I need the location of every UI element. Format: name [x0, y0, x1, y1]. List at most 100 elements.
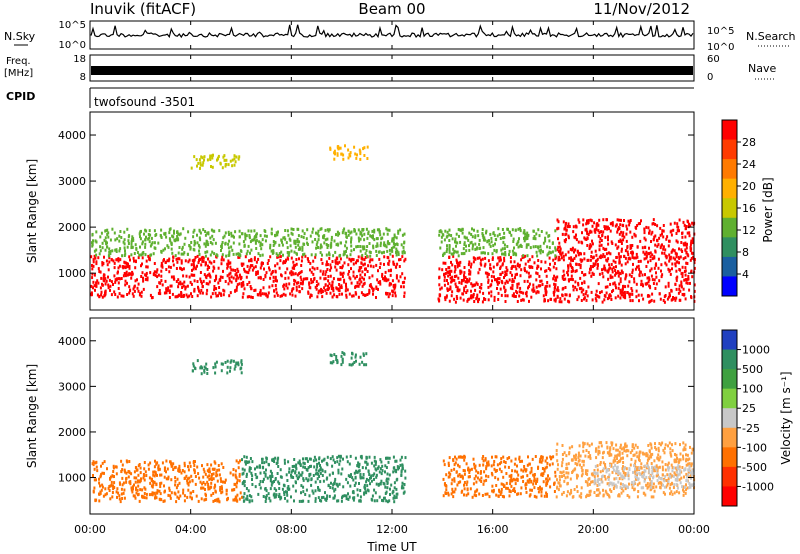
power-cell — [681, 231, 684, 235]
power-cell — [329, 263, 332, 267]
power-cell — [513, 260, 516, 264]
power-cell — [484, 251, 486, 255]
velocity-cell — [299, 473, 302, 477]
velocity-cell — [111, 495, 114, 499]
power-cell — [470, 262, 473, 266]
power-cell — [375, 249, 378, 253]
power-cell — [567, 222, 570, 226]
power-cell — [364, 273, 366, 277]
power-cell — [316, 295, 319, 299]
power-cell — [289, 238, 292, 242]
power-cell — [337, 277, 340, 281]
power-cell — [603, 264, 606, 268]
power-cell — [196, 241, 199, 245]
power-cell — [659, 226, 662, 230]
power-cell — [618, 282, 621, 286]
power-cell — [132, 287, 135, 291]
velocity-cell — [127, 470, 130, 473]
velocity-cell — [502, 483, 505, 487]
power-cell — [248, 295, 251, 299]
velocity-cell — [303, 462, 306, 466]
power-cell — [373, 228, 376, 232]
power-cell — [182, 267, 185, 271]
power-cell — [564, 293, 567, 297]
power-cell — [328, 256, 331, 260]
velocity-cell — [657, 449, 660, 453]
velocity-cell — [264, 495, 267, 499]
power-cell — [160, 269, 163, 273]
power-cell — [139, 230, 142, 234]
velocity-cell — [283, 491, 286, 494]
power-cell — [196, 264, 198, 268]
velocity-cell — [319, 472, 322, 475]
velocity-cell — [247, 489, 250, 493]
power-cell — [218, 286, 221, 289]
power-cell — [258, 291, 261, 295]
power-cell — [664, 248, 667, 252]
power-cell — [309, 268, 311, 272]
power-cell — [179, 280, 182, 284]
velocity-cell — [353, 471, 356, 475]
velocity-cell — [268, 496, 271, 500]
velocity-cell — [237, 363, 240, 367]
velocity-cell — [139, 466, 142, 470]
power-cell — [676, 260, 679, 264]
power-cell — [201, 291, 204, 295]
velocity-cell — [207, 482, 210, 486]
velocity-cell — [190, 491, 192, 495]
power-cell — [294, 239, 297, 243]
power-cell — [247, 244, 250, 248]
power-cell — [338, 292, 341, 296]
power-cell — [293, 282, 296, 286]
power-cell — [668, 239, 671, 243]
velocity-cell — [265, 457, 268, 461]
power-cell — [453, 297, 456, 301]
power-cell — [211, 242, 214, 246]
power-cell — [190, 166, 193, 170]
power-cell — [524, 235, 527, 239]
velocity-cell — [142, 495, 145, 499]
power-cell — [587, 221, 589, 225]
nave-label: Nave — [748, 62, 776, 75]
power-cell — [560, 300, 563, 304]
power-cell — [182, 227, 185, 231]
power-cell — [255, 270, 258, 274]
power-cell — [215, 287, 218, 291]
power-cell — [180, 295, 183, 298]
velocity-cell — [474, 474, 477, 478]
velocity-cell — [320, 496, 323, 500]
power-cell — [393, 233, 396, 237]
power-cell — [145, 235, 147, 239]
power-cell — [355, 156, 358, 160]
power-cell — [320, 289, 323, 293]
velocity-cell — [607, 475, 610, 479]
power-cell — [99, 235, 102, 239]
power-cell — [177, 251, 180, 255]
velocity-cell — [581, 472, 584, 476]
velocity-cell — [207, 487, 210, 491]
velocity-cell — [636, 495, 639, 499]
power-cell — [227, 230, 230, 234]
power-cell — [181, 247, 184, 251]
velocity-cell — [680, 476, 683, 480]
power-cell — [691, 241, 694, 245]
power-cell — [397, 231, 400, 235]
power-cell — [284, 237, 287, 241]
power-cell — [230, 231, 233, 235]
power-cell — [207, 282, 210, 286]
power-cell — [680, 282, 683, 286]
power-cell — [567, 250, 570, 254]
power-cell — [546, 253, 549, 257]
velocity-cell — [571, 445, 574, 449]
power-cell — [383, 277, 386, 281]
power-cell — [463, 251, 466, 255]
power-cell — [354, 152, 357, 156]
power-cell — [633, 256, 636, 260]
power-cell — [359, 237, 362, 241]
power-cell — [441, 268, 444, 272]
velocity-cell — [609, 447, 612, 451]
power-cell — [553, 289, 556, 293]
power-cell — [341, 292, 343, 296]
power-cell — [473, 300, 476, 303]
velocity-cell — [188, 461, 191, 465]
